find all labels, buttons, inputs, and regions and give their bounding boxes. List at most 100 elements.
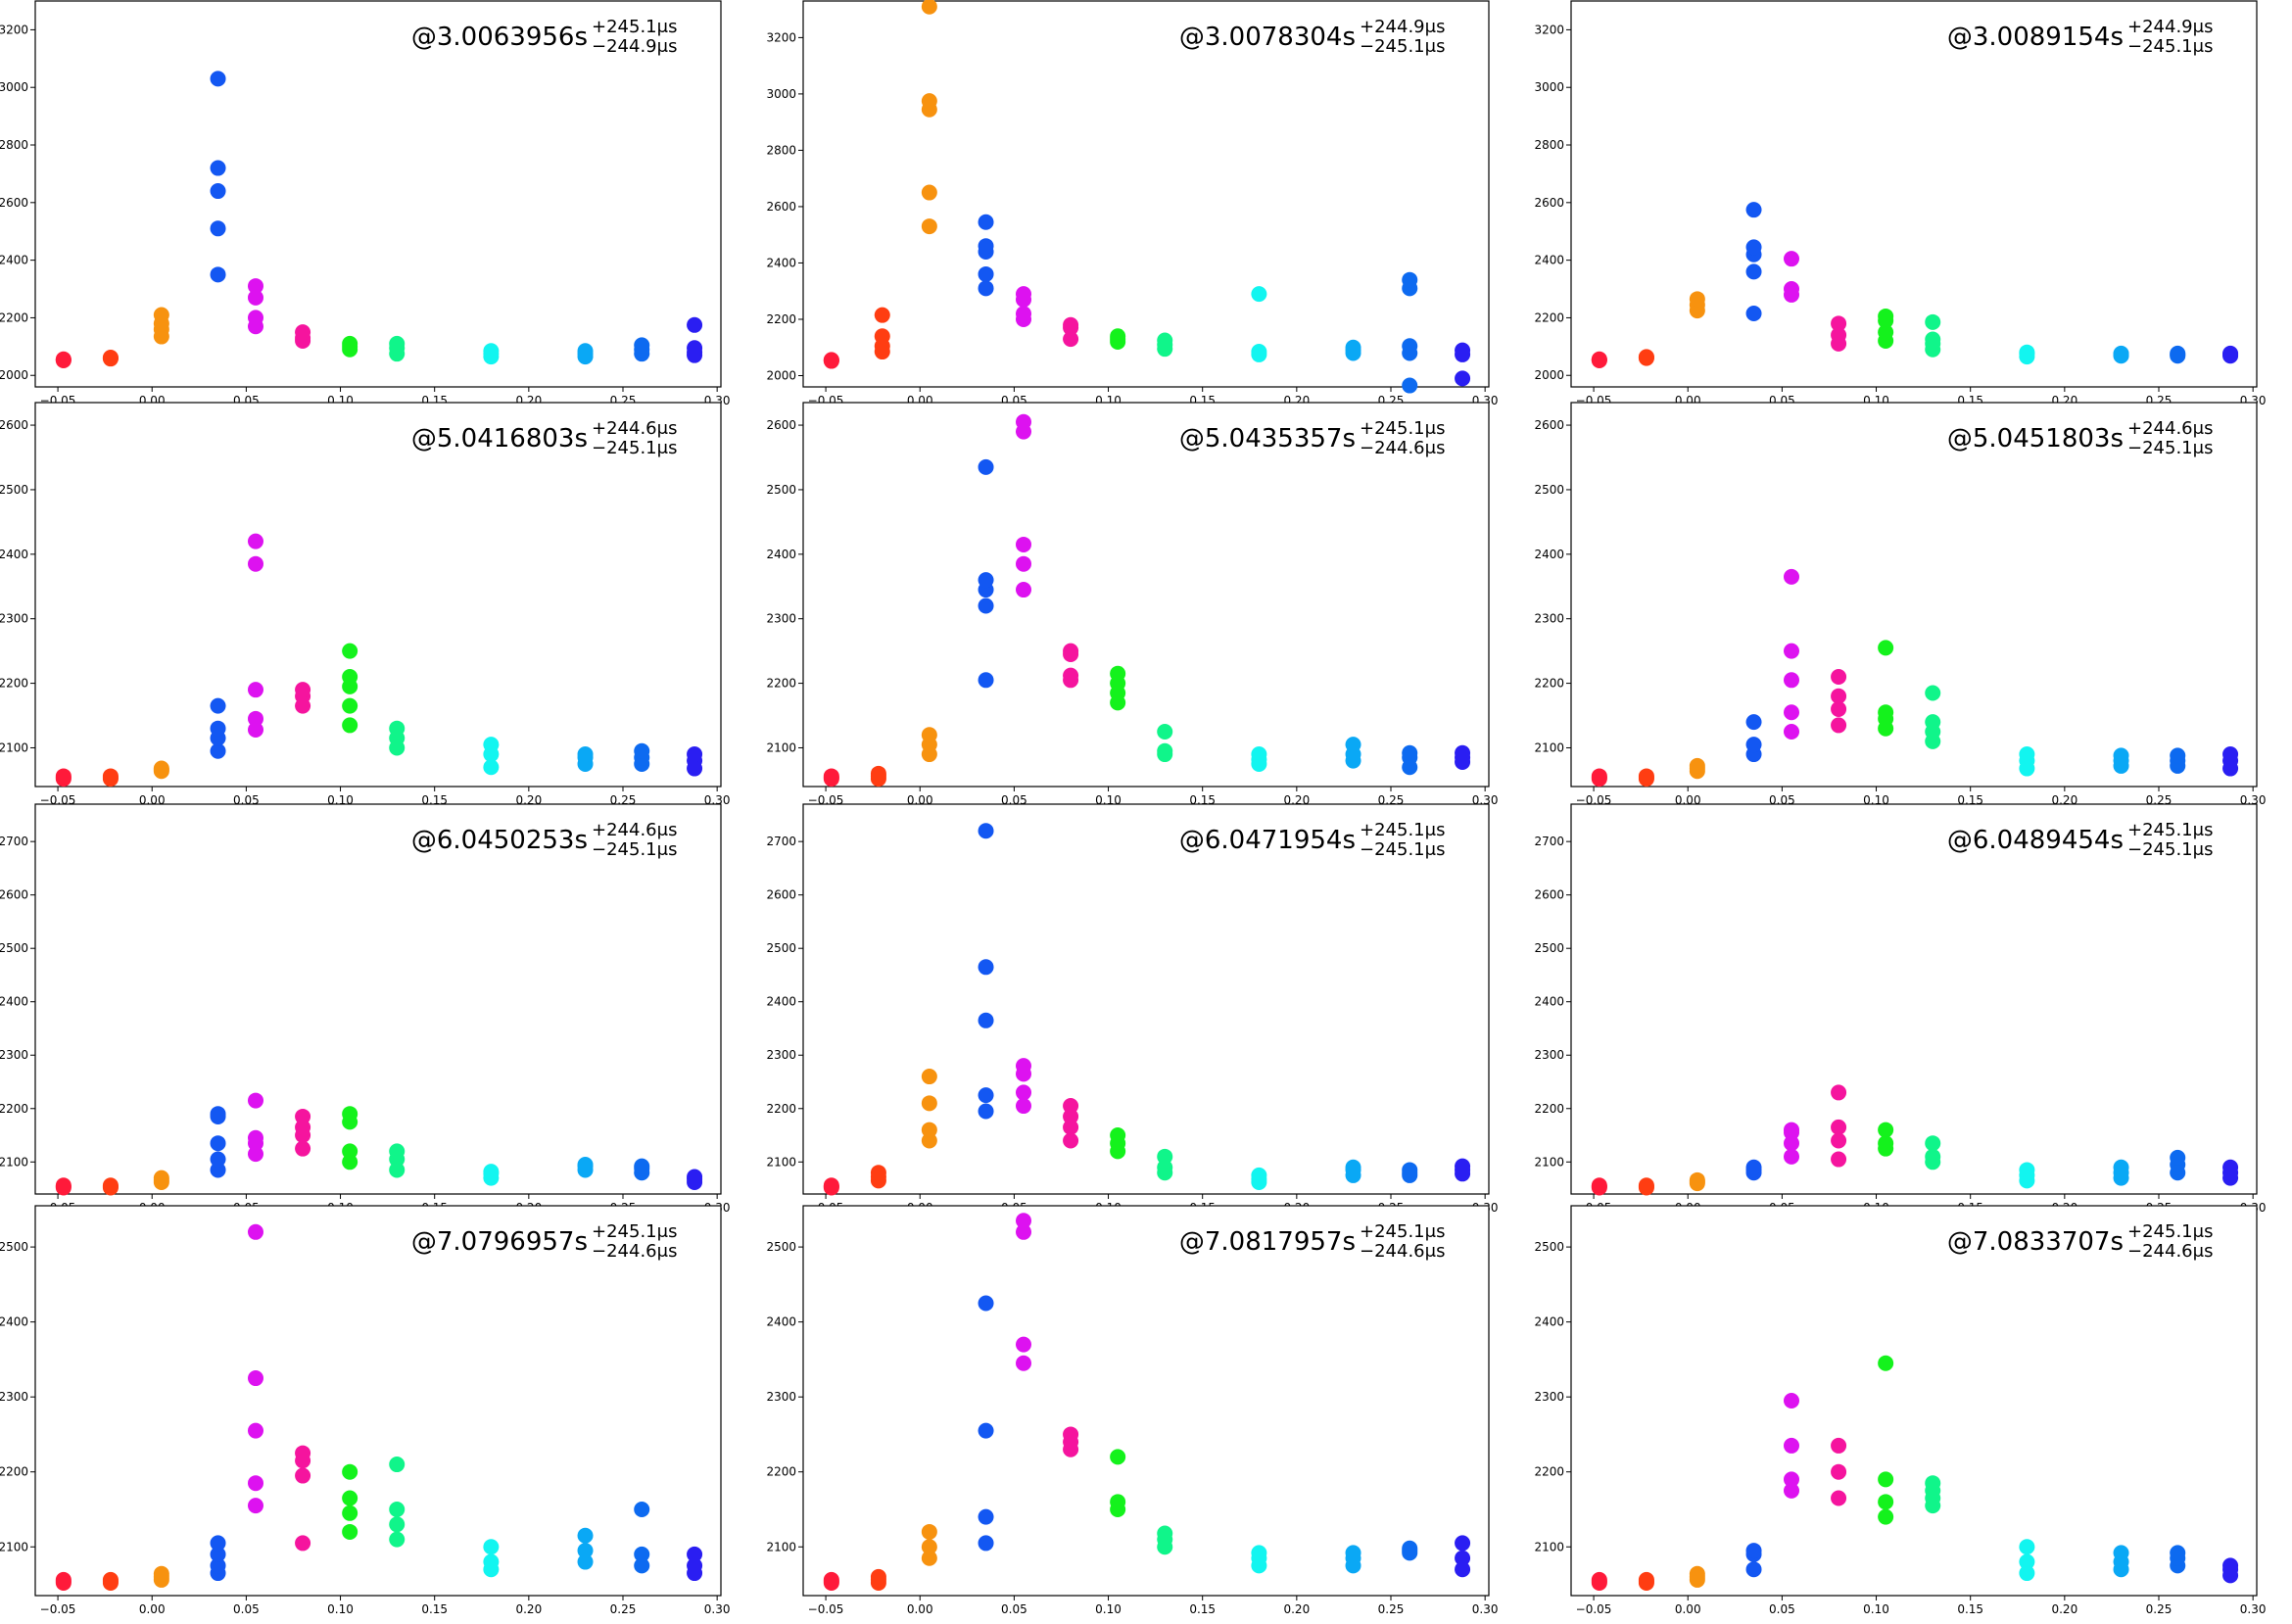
data-point [210, 1546, 226, 1562]
data-point [1345, 339, 1361, 356]
data-point [2019, 1565, 2035, 1582]
data-point [687, 340, 703, 357]
y-tick-label: 2300 [0, 612, 28, 626]
axes-3: −0.05 0.00 0.05 0.10 0.15 0.20 0.25 0.302000220… [1534, 0, 2267, 407]
data-point [1925, 313, 1941, 330]
data-point [483, 343, 500, 359]
points [823, 0, 1471, 394]
axes-frame [802, 803, 1490, 1195]
data-point [1745, 239, 1762, 256]
data-point [1878, 308, 1894, 324]
data-point [1016, 413, 1031, 430]
timestamp-label: @3.0089154s [1947, 23, 2124, 52]
data-point [978, 280, 994, 297]
scatter-panel-4: −0.05 0.00 0.05 0.10 0.15 0.20 0.25 0.302100220… [0, 402, 731, 807]
timestamp-lower-bound: −244.6μs [1360, 1241, 1445, 1262]
axes-frame [1570, 803, 2258, 1195]
data-point [823, 352, 839, 368]
data-point [1925, 1135, 1941, 1152]
data-point [210, 742, 226, 759]
data-point [2019, 1553, 2035, 1570]
timestamp-upper-bound: +245.1μs [592, 1221, 677, 1242]
data-point [153, 1565, 169, 1582]
data-point [210, 183, 226, 200]
timestamp-label: @5.0451803s [1947, 424, 2124, 454]
y-tick-label: 2200 [0, 677, 28, 691]
data-point [1831, 1151, 1847, 1168]
points [1591, 568, 2239, 788]
y-tick-label: 2100 [1534, 740, 1564, 754]
x-tick-label: 0.00 [139, 1602, 166, 1616]
data-point [210, 1557, 226, 1574]
data-point [248, 289, 263, 306]
y-tick-label: 2200 [1534, 1465, 1564, 1479]
y-tick-label: 2500 [766, 1240, 796, 1254]
y-tick-label: 2500 [1534, 483, 1564, 497]
y-tick-label: 2300 [1534, 612, 1564, 626]
data-point [1455, 370, 1471, 387]
data-point [102, 1571, 119, 1588]
data-point [295, 1108, 311, 1124]
data-point [1638, 768, 1654, 785]
scatter-panel-2: −0.05 0.00 0.05 0.10 0.15 0.20 0.25 0.302000220… [766, 0, 1499, 407]
y-tick-label: 2100 [766, 1540, 796, 1553]
data-point [978, 1012, 994, 1028]
data-point [1455, 744, 1471, 761]
data-point [248, 555, 263, 572]
y-tick-label: 2300 [766, 612, 796, 626]
data-point [1455, 1561, 1471, 1578]
data-point [577, 1157, 594, 1173]
data-point [1157, 742, 1173, 759]
y-tick-label: 2400 [766, 548, 796, 561]
timestamp-upper-bound: +244.9μs [1360, 17, 1445, 37]
y-tick-label: 2600 [766, 200, 796, 214]
y-tick-label: 2700 [766, 835, 796, 848]
axes-12: −0.05 0.00 0.05 0.10 0.15 0.20 0.25 0.30 2100 220… [1534, 1205, 2267, 1616]
x-tick-label: 0.25 [2146, 1602, 2173, 1616]
data-point [1831, 700, 1847, 717]
data-point [1784, 1122, 1799, 1138]
timestamp-lower-bound: −244.9μs [592, 36, 677, 57]
data-point [1784, 1437, 1799, 1454]
y-tick-label: 2300 [1534, 1048, 1564, 1062]
data-point [342, 1490, 358, 1506]
data-point [921, 1550, 937, 1566]
data-point [978, 1295, 994, 1312]
timestamp-label: @7.0833707s [1947, 1227, 2124, 1257]
y-tick-label: 3000 [0, 80, 28, 94]
data-point [1016, 306, 1031, 322]
data-point [2113, 345, 2129, 361]
data-point [1016, 1336, 1031, 1353]
timestamp-upper-bound: +245.1μs [592, 17, 677, 37]
data-point [389, 1516, 406, 1533]
data-point [978, 238, 994, 255]
data-point [823, 1177, 839, 1194]
x-tick-label: 0.10 [327, 1602, 354, 1616]
timestamp-upper-bound: +245.1μs [1360, 820, 1445, 840]
data-point [1251, 746, 1267, 763]
data-point [1016, 536, 1031, 552]
data-point [210, 220, 226, 237]
data-point [389, 1501, 406, 1517]
data-point [870, 765, 886, 782]
data-point [1251, 286, 1267, 303]
y-tick-label: 2800 [766, 143, 796, 157]
data-point [1745, 737, 1762, 753]
data-point [1878, 704, 1894, 721]
y-tick-label: 2200 [766, 677, 796, 691]
y-tick-label: 2700 [0, 835, 28, 848]
data-point [1878, 324, 1894, 341]
data-point [921, 1539, 937, 1555]
data-point [248, 1370, 263, 1387]
data-point [1016, 1058, 1031, 1075]
data-point [1251, 1167, 1267, 1183]
data-point [1878, 1508, 1894, 1525]
y-tick-label: 3200 [0, 23, 28, 36]
data-point [1925, 1148, 1941, 1165]
data-point [2113, 1545, 2129, 1561]
y-tick-label: 2400 [1534, 995, 1564, 1009]
data-point [2222, 345, 2239, 361]
y-tick-label: 2000 [766, 368, 796, 382]
data-point [1063, 331, 1079, 348]
data-point [55, 351, 72, 367]
